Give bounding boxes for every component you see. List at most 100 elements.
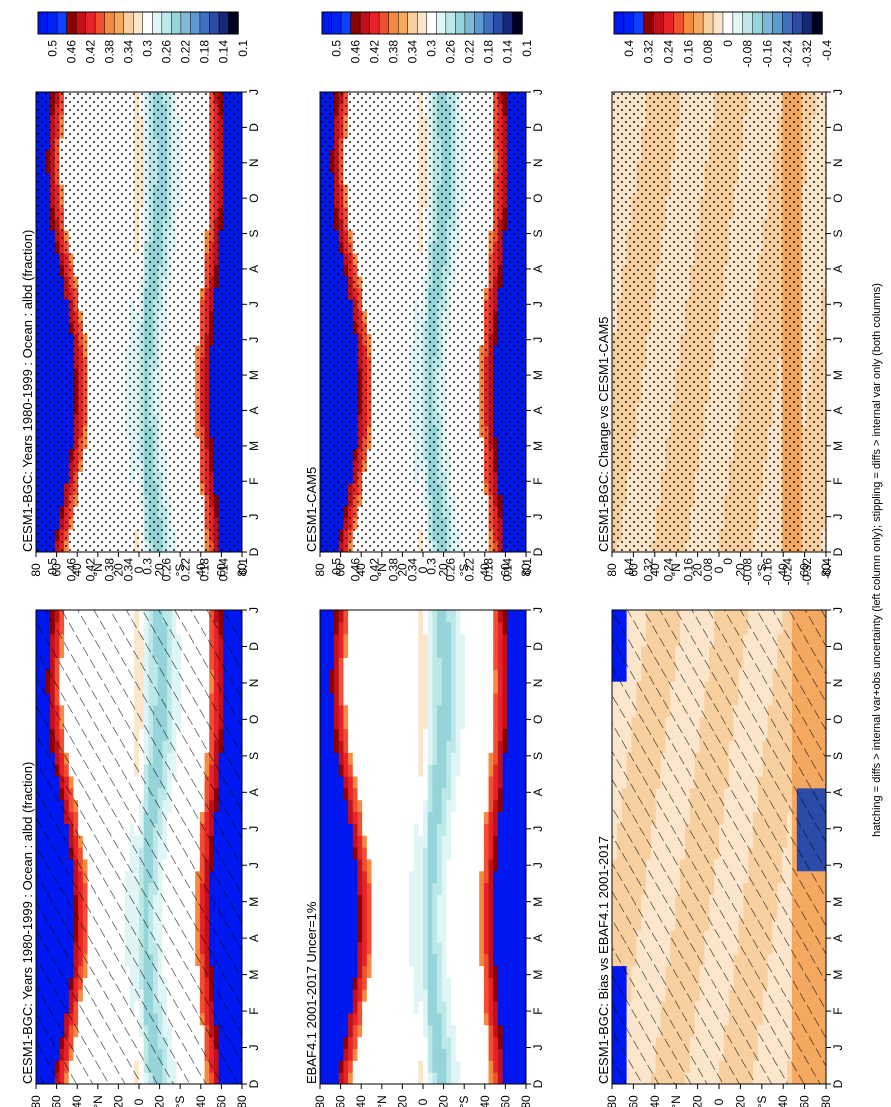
month-tick: S bbox=[247, 230, 261, 238]
month-tick: J bbox=[531, 862, 545, 868]
month-tick: J bbox=[247, 862, 261, 868]
month-tick: J bbox=[531, 337, 545, 343]
colorbar: 0.5 0.46 0.42 0.38 0.34 0.3 0.26 0.22 0.18 0.14 0.… bbox=[321, 11, 534, 64]
colorbar-label: 0.08 bbox=[701, 40, 715, 64]
month-tick: J bbox=[531, 1045, 545, 1051]
month-tick: J bbox=[831, 826, 845, 832]
month-tick: F bbox=[831, 1007, 845, 1014]
lat-tick: °S bbox=[457, 1096, 471, 1107]
month-tick: N bbox=[531, 679, 545, 688]
lat-tick: °S bbox=[173, 1096, 187, 1107]
month-tick: O bbox=[831, 193, 845, 202]
month-tick: F bbox=[247, 1007, 261, 1014]
month-tick: A bbox=[247, 934, 261, 942]
month-tick: A bbox=[831, 788, 845, 796]
month-tick: A bbox=[531, 406, 545, 414]
month-tick: M bbox=[247, 970, 261, 980]
lat-tick: 20 bbox=[733, 1095, 747, 1107]
colorbar-label: 0.22 bbox=[463, 558, 477, 582]
month-tick: J bbox=[531, 607, 545, 613]
month-tick: D bbox=[831, 547, 845, 556]
lat-tick: 60 bbox=[334, 1095, 348, 1107]
month-tick: J bbox=[247, 1045, 261, 1051]
lat-tick: 40 bbox=[194, 1095, 208, 1107]
lat-tick: °N bbox=[91, 1095, 105, 1107]
lat-tick: 20 bbox=[437, 1095, 451, 1107]
colorbar-label: 0.18 bbox=[482, 558, 496, 582]
lat-tick: 80 bbox=[519, 1095, 533, 1107]
month-tick: D bbox=[247, 547, 261, 556]
colorbar-label: 0.1 bbox=[236, 558, 250, 575]
colorbar-label: 0.08 bbox=[701, 558, 715, 582]
panel-title: CESM1-BGC: Years 1980-1999 : Ocean : alb… bbox=[20, 230, 35, 552]
lat-tick: 40 bbox=[70, 563, 84, 577]
month-tick: M bbox=[831, 970, 845, 980]
hatching bbox=[36, 610, 242, 1084]
colorbar-label: 0.1 bbox=[236, 40, 250, 57]
lat-tick: 0 bbox=[712, 566, 726, 573]
lat-tick: 40 bbox=[478, 563, 492, 577]
month-tick: A bbox=[831, 265, 845, 273]
lat-tick: °N bbox=[375, 563, 389, 576]
lat-tick: 60 bbox=[626, 1095, 640, 1107]
panel-title: CESM1-BGC: Change vs CESM1-CAM5 bbox=[596, 316, 611, 552]
month-tick: A bbox=[831, 406, 845, 414]
month-tick: F bbox=[831, 478, 845, 485]
month-tick: M bbox=[247, 441, 261, 451]
plot-area bbox=[611, 609, 827, 1085]
colorbar-label: 0.38 bbox=[102, 558, 116, 582]
lat-tick: 40 bbox=[776, 1095, 790, 1107]
month-tick: M bbox=[531, 897, 545, 907]
panel-3: D J F M A M J J A S O N D J 80 60 40 °N 20 0 20 °S 40 60 80 CESM1… bbox=[304, 11, 545, 577]
colorbar-label: 0.46 bbox=[64, 40, 78, 64]
colorbar-label: 0.32 bbox=[642, 558, 656, 582]
month-tick: A bbox=[247, 788, 261, 796]
colorbar-label: 0 bbox=[721, 558, 735, 565]
month-tick: J bbox=[247, 607, 261, 613]
lat-tick: 20 bbox=[733, 563, 747, 577]
lat-tick: 60 bbox=[50, 1095, 64, 1107]
lat-tick: 20 bbox=[153, 1095, 167, 1107]
month-tick: O bbox=[531, 193, 545, 202]
panel-1: D J F M A M J J A S O N D J 80 60 40 °N 20 0 20 °S 40 60 80 CESM1… bbox=[20, 11, 261, 577]
month-tick: A bbox=[531, 788, 545, 796]
month-tick: D bbox=[247, 642, 261, 651]
month-tick: M bbox=[531, 441, 545, 451]
lat-tick: °N bbox=[375, 1095, 389, 1107]
lat-tick: 0 bbox=[132, 566, 146, 573]
lat-tick: 60 bbox=[50, 563, 64, 577]
plot-area bbox=[319, 609, 527, 1085]
month-tick: J bbox=[531, 826, 545, 832]
plot-area bbox=[319, 91, 527, 553]
month-tick: J bbox=[831, 514, 845, 520]
month-tick: O bbox=[247, 193, 261, 202]
stippling bbox=[320, 92, 526, 552]
month-tick: S bbox=[531, 230, 545, 238]
lat-tick: 60 bbox=[334, 563, 348, 577]
lat-tick: 80 bbox=[819, 563, 833, 577]
colorbar-label: 0.26 bbox=[160, 40, 174, 64]
lat-tick: 40 bbox=[354, 1095, 368, 1107]
plot-area bbox=[611, 91, 827, 553]
lat-tick: 80 bbox=[29, 1095, 43, 1107]
month-tick: J bbox=[247, 514, 261, 520]
colorbar-label: -0.4 bbox=[820, 40, 834, 61]
month-tick: J bbox=[247, 89, 261, 95]
month-tick: J bbox=[531, 89, 545, 95]
lat-tick: 0 bbox=[132, 1098, 146, 1105]
lat-tick: 80 bbox=[819, 1095, 833, 1107]
month-tick: D bbox=[247, 123, 261, 132]
lat-tick: 60 bbox=[498, 563, 512, 577]
colorbar-label: 0.18 bbox=[198, 558, 212, 582]
lat-tick: °N bbox=[669, 1095, 683, 1107]
month-tick: D bbox=[531, 1079, 545, 1088]
colorbar-label: 0.1 bbox=[520, 40, 534, 57]
lat-tick: 40 bbox=[70, 1095, 84, 1107]
colorbar-label: 0.16 bbox=[681, 558, 695, 582]
colorbar-label: 0.18 bbox=[482, 40, 496, 64]
month-tick: S bbox=[831, 752, 845, 760]
lat-tick: 40 bbox=[648, 1095, 662, 1107]
plot-area bbox=[35, 609, 243, 1085]
lat-tick: 60 bbox=[214, 1095, 228, 1107]
